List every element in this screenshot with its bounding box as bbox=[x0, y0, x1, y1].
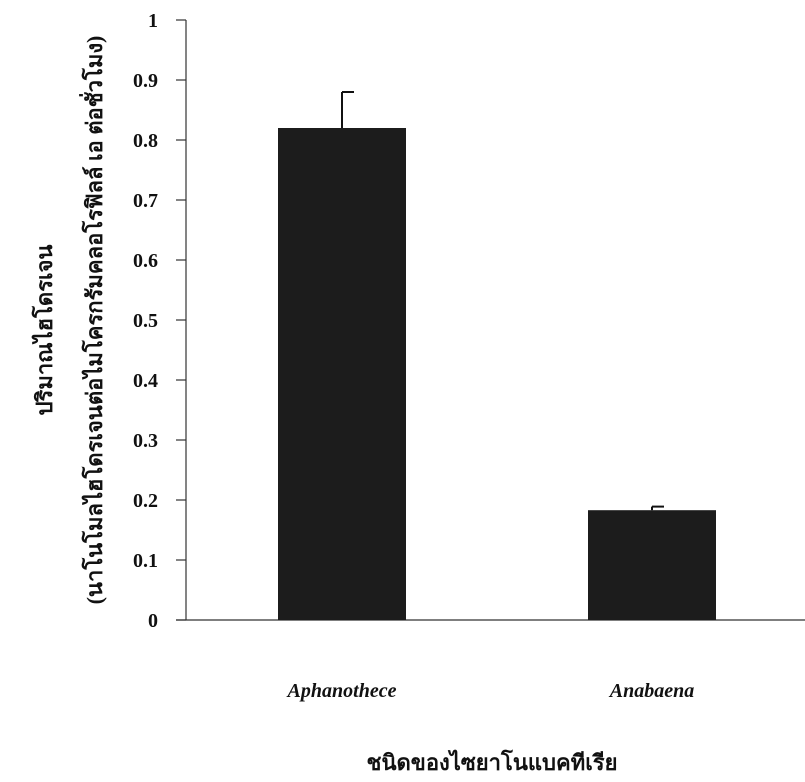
x-axis-category-labels: Aphanothece Anabaena bbox=[286, 680, 695, 702]
x-category-label: Aphanothece bbox=[286, 680, 397, 702]
y-tick-label: 0.7 bbox=[133, 190, 158, 212]
y-tick-label: 0.1 bbox=[133, 550, 158, 572]
error-bars bbox=[341, 91, 664, 511]
y-axis-title-line2: (นาโนโมลไฮโดรเจนต่อไมโครกรัมคลอโรฟิลล์ เ… bbox=[78, 36, 107, 605]
y-tick-label: 0.8 bbox=[133, 130, 158, 152]
y-tick-label: 0.9 bbox=[133, 70, 158, 92]
bar-aphanothece bbox=[278, 128, 406, 620]
y-tick-label: 0.5 bbox=[133, 310, 158, 332]
y-tick-label: 0.2 bbox=[133, 490, 158, 512]
y-tick-label: 0.4 bbox=[133, 370, 158, 392]
plot-area: 0 0.1 0.2 0.3 0.4 0.5 0.6 0.7 0.8 0.9 1 Aphanothec… bbox=[133, 10, 805, 702]
bars bbox=[278, 128, 716, 620]
y-tick-label: 1 bbox=[148, 10, 158, 32]
y-tick-label: 0 bbox=[148, 610, 158, 632]
x-category-label: Anabaena bbox=[608, 680, 694, 702]
y-axis-ticks: 0 0.1 0.2 0.3 0.4 0.5 0.6 0.7 0.8 0.9 1 bbox=[133, 10, 186, 632]
y-tick-label: 0.3 bbox=[133, 430, 158, 452]
bar-anabaena bbox=[588, 510, 716, 620]
y-tick-label: 0.6 bbox=[133, 250, 158, 272]
x-axis-title: ชนิดของไซยาโนแบคทีเรีย bbox=[367, 749, 618, 775]
y-axis-title-line1: ปริมาณไฮโดรเจน bbox=[31, 245, 57, 416]
